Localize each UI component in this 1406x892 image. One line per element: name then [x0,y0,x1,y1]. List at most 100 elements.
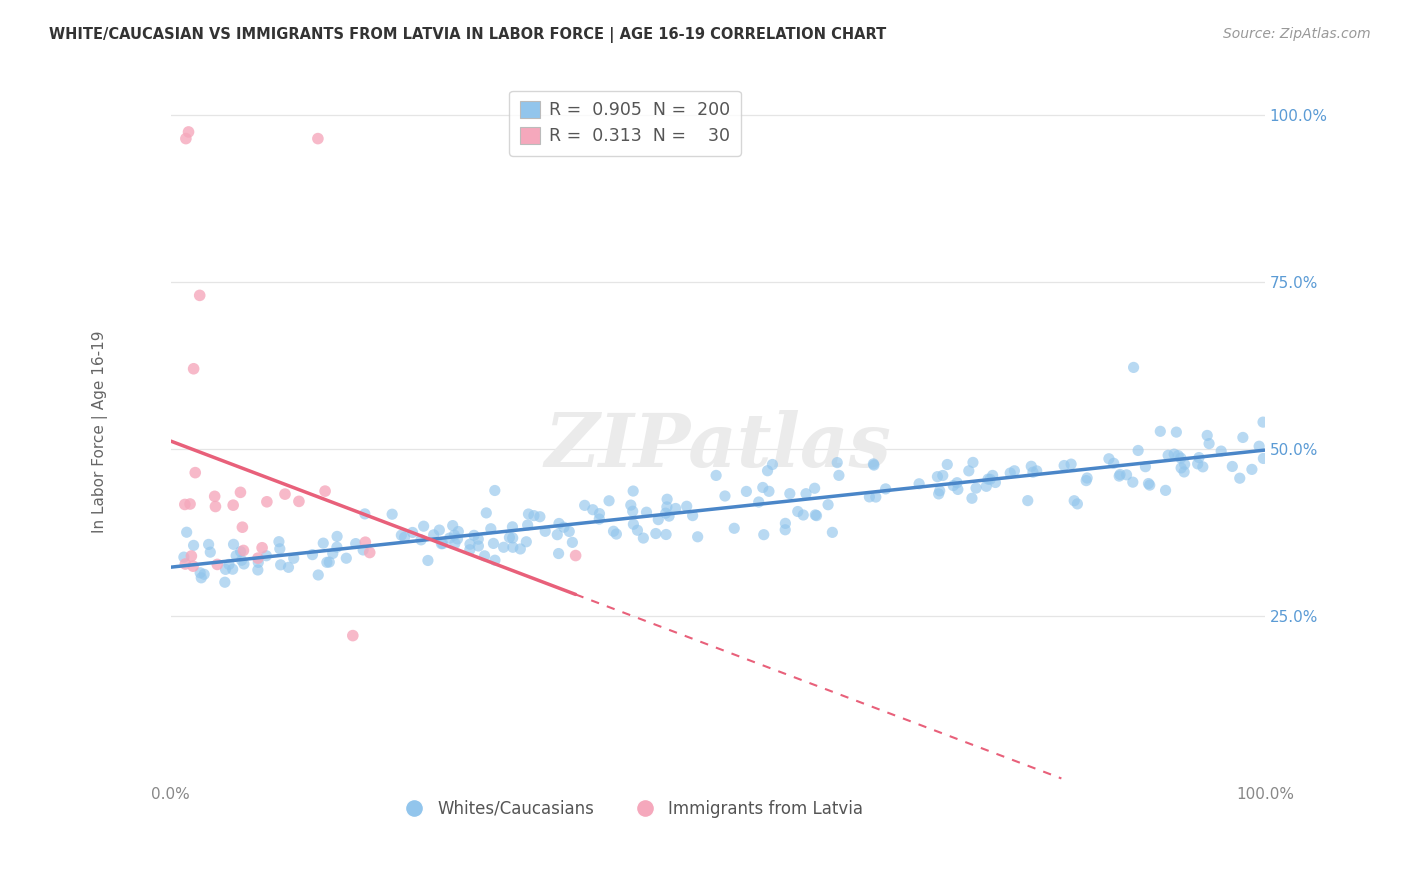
Point [620,498,643,512]
Point [326,529,349,543]
Point [825,456,848,470]
Point [1115,467,1137,482]
Point [441,518,464,533]
Point [756,464,779,478]
Point [1240,462,1263,476]
Point [458,542,481,557]
Point [962,455,984,469]
Point [752,527,775,541]
Point [412,519,434,533]
Point [322,546,344,560]
Point [307,568,329,582]
Point [1198,436,1220,450]
Point [501,520,523,534]
Point [942,478,965,492]
Point [714,489,737,503]
Y-axis label: In Labor Force | Age 16-19: In Labor Force | Age 16-19 [93,331,108,533]
Point [547,547,569,561]
Point [335,551,357,566]
Point [1166,425,1188,439]
Point [665,501,688,516]
Point [269,541,291,556]
Point [218,558,240,572]
Point [173,550,195,565]
Point [761,458,783,472]
Point [658,509,681,524]
Point [256,495,278,509]
Point [957,464,980,478]
Point [1122,475,1144,490]
Point [214,562,236,576]
Point [1220,459,1243,474]
Point [439,531,461,545]
Point [803,481,825,495]
Point [588,507,610,521]
Point [682,508,704,523]
Point [704,468,727,483]
Point [394,530,416,544]
Point [908,476,931,491]
Point [447,524,470,539]
Text: Source: ZipAtlas.com: Source: ZipAtlas.com [1223,27,1371,41]
Point [498,531,520,545]
Point [1098,451,1121,466]
Point [482,536,505,550]
Point [307,131,329,145]
Point [204,489,226,503]
Point [1000,466,1022,480]
Point [1126,443,1149,458]
Point [207,558,229,572]
Point [231,520,253,534]
Point [232,557,254,571]
Point [342,629,364,643]
Point [200,545,222,559]
Point [621,504,644,518]
Point [621,483,644,498]
Text: ZIPatlas: ZIPatlas [544,410,891,483]
Point [484,553,506,567]
Point [927,469,949,483]
Point [548,516,571,531]
Point [633,531,655,545]
Point [574,499,596,513]
Point [1053,458,1076,473]
Point [1229,471,1251,485]
Point [509,541,531,556]
Point [655,527,678,541]
Point [422,528,444,542]
Point [936,458,959,472]
Point [301,548,323,562]
Point [174,131,197,145]
Text: WHITE/CAUCASIAN VS IMMIGRANTS FROM LATVIA IN LABOR FORCE | AGE 16-19 CORRELATION: WHITE/CAUCASIAN VS IMMIGRANTS FROM LATVI… [49,27,886,43]
Point [1139,478,1161,492]
Point [274,487,297,501]
Point [1017,493,1039,508]
Point [247,555,270,569]
Point [723,521,745,535]
Point [523,508,546,523]
Point [214,575,236,590]
Point [1154,483,1177,498]
Point [1076,474,1098,488]
Point [529,509,551,524]
Point [786,504,808,518]
Point [1232,430,1254,444]
Point [1149,425,1171,439]
Point [794,486,817,500]
Point [1019,459,1042,474]
Point [748,495,770,509]
Point [389,528,412,542]
Point [484,483,506,498]
Point [564,549,586,563]
Point [184,466,207,480]
Point [463,528,485,542]
Point [752,480,775,494]
Point [432,536,454,550]
Point [647,513,669,527]
Point [686,530,709,544]
Point [183,538,205,552]
Point [875,482,897,496]
Point [381,507,404,521]
Point [821,525,844,540]
Point [735,484,758,499]
